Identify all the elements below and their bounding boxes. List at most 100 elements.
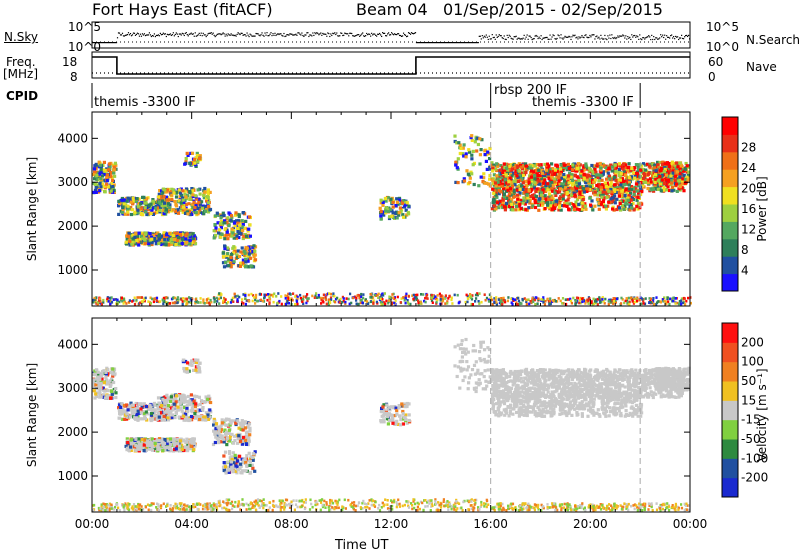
- nave-tick-bottom: 0: [708, 70, 716, 84]
- velocity-cell: [93, 396, 97, 400]
- power-cell: [181, 198, 185, 202]
- nsky-point: [524, 38, 526, 40]
- power-cell: [218, 233, 222, 237]
- nsky-point: [409, 33, 412, 35]
- power-cell: [517, 204, 521, 208]
- power-cell: [634, 182, 639, 186]
- power-cell: [597, 183, 601, 187]
- nsky-point: [329, 35, 331, 38]
- power-cell: [160, 189, 164, 193]
- nsky-point: [303, 35, 305, 38]
- power-cell: [230, 234, 234, 238]
- power-ground-cell: [635, 297, 638, 301]
- power-cell: [131, 196, 135, 200]
- power-cell: [566, 198, 570, 202]
- power-cell: [557, 177, 561, 182]
- power-ground-cell: [301, 300, 304, 304]
- power-cell: [247, 215, 252, 219]
- power-ground-cell: [313, 296, 316, 299]
- power-cell: [567, 189, 571, 193]
- power-cell: [519, 201, 523, 205]
- power-ground-cell: [447, 297, 450, 300]
- power-ground-cell: [182, 297, 185, 300]
- power-cell: [584, 164, 588, 168]
- power-cell: [157, 192, 161, 196]
- power-cell: [112, 188, 116, 192]
- nsky-point: [286, 34, 288, 36]
- power-cell: [618, 178, 622, 182]
- nsky-point: [251, 35, 253, 37]
- nsky-point: [318, 34, 320, 36]
- power-cell: [635, 189, 639, 193]
- power-ground-cell: [197, 301, 200, 304]
- power-cell: [237, 235, 241, 240]
- power-cell: [237, 213, 241, 217]
- power-ground-cell: [529, 300, 532, 303]
- nsky-point: [422, 42, 425, 44]
- power-cell: [479, 148, 483, 152]
- power-ground-cell: [678, 300, 681, 303]
- power-ground-cell: [409, 302, 412, 306]
- power-cell: [133, 210, 137, 214]
- power-cell: [232, 226, 236, 230]
- power-cell: [239, 229, 243, 234]
- power-cell: [635, 204, 639, 208]
- power-cell: [616, 189, 620, 193]
- nsky-point: [281, 34, 283, 37]
- nsky-point: [271, 34, 273, 37]
- power-cell: [541, 188, 545, 192]
- power-cell: [157, 237, 161, 241]
- power-cell: [551, 204, 555, 208]
- power-cell: [498, 168, 502, 172]
- power-ground-cell: [128, 299, 131, 302]
- power-ground-cell: [600, 300, 603, 304]
- nsky-point: [465, 42, 467, 44]
- power-cell: [244, 226, 248, 230]
- power-ground-cell: [166, 296, 169, 300]
- power-cell: [601, 170, 605, 174]
- nsky-point: [341, 32, 343, 35]
- power-cell: [667, 175, 671, 179]
- power-cell: [169, 237, 173, 241]
- power-cell: [540, 168, 544, 172]
- nsky-point: [218, 33, 220, 35]
- power-ground-cell: [347, 297, 350, 301]
- nsearch-tick-bottom: 10^0: [706, 40, 739, 54]
- power-ground-cell: [262, 300, 266, 303]
- freq-tick-top: 18: [62, 55, 78, 69]
- power-cell: [118, 201, 122, 205]
- power-cell: [546, 205, 550, 209]
- power-cell: [244, 219, 248, 223]
- power-cell: [497, 189, 501, 193]
- nsky-point: [110, 42, 113, 44]
- nsky-point: [626, 38, 628, 40]
- power-cell: [509, 178, 513, 182]
- power-cell: [668, 172, 672, 176]
- power-cell: [597, 207, 601, 211]
- power-ground-cell: [149, 302, 152, 305]
- power-cell: [223, 244, 227, 248]
- power-cell: [102, 184, 106, 188]
- power-ground-cell: [642, 299, 645, 303]
- power-cell: [560, 176, 564, 180]
- power-cell: [627, 175, 631, 179]
- power-ground-cell: [569, 297, 572, 301]
- nsky-point: [665, 38, 667, 40]
- power-ground-cell: [236, 299, 239, 303]
- power-cell: [558, 201, 562, 205]
- power-ground-cell: [515, 301, 518, 304]
- power-cell: [491, 166, 495, 170]
- power-cell: [99, 168, 103, 172]
- power-ground-cell: [458, 300, 461, 304]
- power-ground-cell: [147, 300, 150, 303]
- power-ground-cell: [626, 301, 629, 304]
- power-ground-cell: [684, 303, 687, 306]
- power-cell: [552, 187, 556, 191]
- nsky-point: [339, 35, 341, 37]
- power-cell: [493, 181, 497, 185]
- power-cell: [208, 207, 213, 212]
- nsky-point: [223, 33, 225, 35]
- power-ground-cell: [470, 302, 473, 306]
- power-ground-cell: [330, 298, 333, 301]
